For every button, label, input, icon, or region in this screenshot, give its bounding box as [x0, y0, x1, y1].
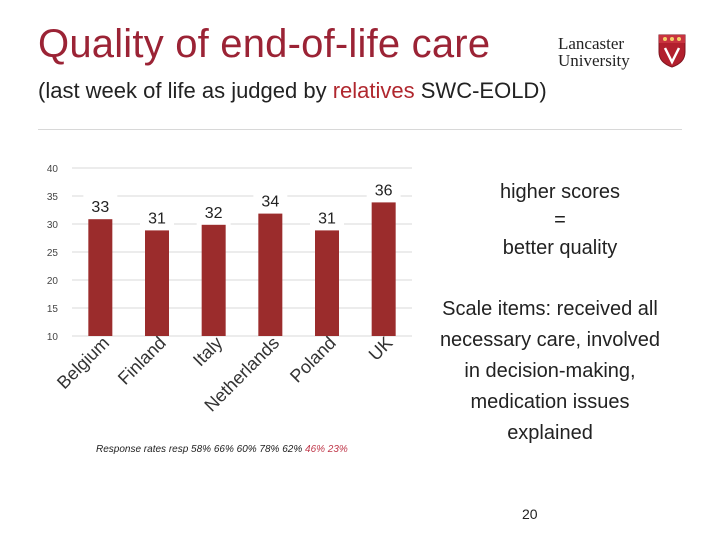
x-tick-label: Belgium	[53, 333, 113, 393]
data-label: 31	[318, 210, 336, 227]
y-tick-label: 25	[47, 248, 59, 259]
y-tick-label: 10	[47, 332, 59, 343]
higher-scores-note: higher scores = better quality	[470, 178, 650, 262]
y-tick-label: 20	[47, 276, 59, 287]
subtitle-suffix: SWC-EOLD)	[414, 78, 547, 103]
page-title: Quality of end-of-life care	[38, 22, 491, 66]
bar	[315, 218, 339, 336]
x-tick-label: UK	[365, 333, 397, 365]
note-line-1: higher scores	[499, 181, 621, 203]
response-rates: Response rates resp 58% 66% 60% 78% 62% …	[96, 444, 348, 455]
note-line-3: better quality	[502, 237, 618, 259]
subtitle-highlight: relatives	[332, 78, 415, 103]
x-tick-label: Poland	[286, 333, 340, 387]
bar-chart: 10 15 20 25 30 35 40 33 Belgium 31 Finland 32 Italy 3…	[47, 164, 412, 415]
page-subtitle: (last week of life as judged by relative…	[38, 78, 547, 104]
data-label-box	[196, 198, 231, 225]
bar	[371, 190, 396, 336]
response-highlight: 46% 23%	[305, 444, 348, 455]
data-label-box	[310, 204, 344, 231]
data-label: 34	[261, 194, 279, 211]
shield-icon	[658, 34, 686, 68]
y-tick-label: 15	[47, 304, 59, 315]
data-label: 36	[375, 182, 393, 199]
university-logo: Lancaster University	[558, 34, 688, 70]
y-tick-label: 35	[47, 192, 59, 203]
bar	[88, 207, 113, 336]
data-label: 31	[148, 210, 166, 227]
y-tick-label: 40	[47, 164, 59, 175]
data-label-box	[366, 176, 401, 203]
note-line-2: =	[554, 209, 566, 231]
subtitle-prefix: (last week of life as judged by	[38, 78, 333, 103]
data-label-box	[83, 193, 118, 220]
bar	[201, 212, 226, 336]
logo-line1: Lancaster	[558, 34, 625, 53]
bar	[145, 218, 169, 336]
page-number: 20	[522, 506, 538, 522]
header-divider	[38, 129, 682, 130]
data-label: 32	[205, 205, 223, 222]
bar	[258, 201, 283, 336]
x-tick-label: Finland	[114, 333, 170, 389]
x-tick-label: Italy	[189, 333, 226, 370]
data-label-box	[140, 204, 174, 231]
logo-line2: University	[558, 51, 630, 70]
data-label-box	[253, 187, 288, 214]
data-label: 33	[91, 199, 109, 216]
response-prefix: Response rates resp 58% 66% 60% 78% 62%	[96, 444, 306, 455]
y-tick-label: 30	[47, 220, 59, 231]
scale-items-note: Scale items: received all necessary care…	[439, 298, 661, 444]
